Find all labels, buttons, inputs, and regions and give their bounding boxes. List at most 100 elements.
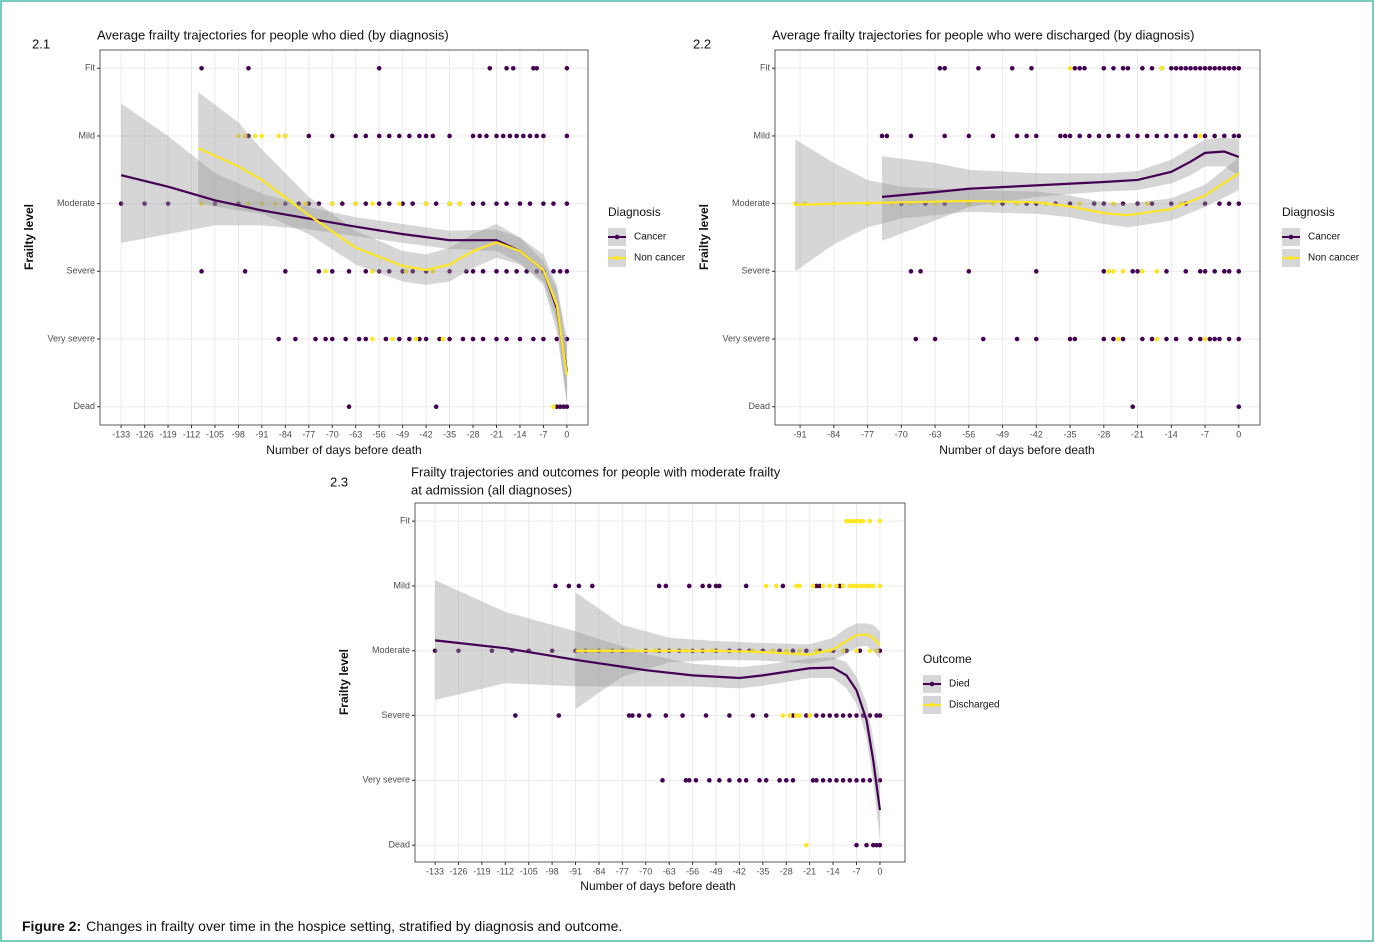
y-tick-label: Very severe xyxy=(722,333,770,343)
caption-text: Changes in frailty over time in the hosp… xyxy=(86,918,622,934)
point xyxy=(407,336,412,342)
legend-dot xyxy=(614,255,620,261)
x-tick-label: -7 xyxy=(539,429,547,439)
point xyxy=(874,842,879,848)
y-tick-label: Severe xyxy=(66,266,95,276)
plot-border xyxy=(99,49,589,426)
point xyxy=(1178,65,1184,71)
point xyxy=(1106,269,1111,274)
x-tick-label: -133 xyxy=(426,866,444,876)
point xyxy=(1082,65,1087,71)
point xyxy=(566,583,572,589)
point xyxy=(703,713,709,718)
x-tick-label: -14 xyxy=(827,866,840,876)
point xyxy=(750,713,756,718)
point xyxy=(551,404,556,410)
point xyxy=(527,133,533,139)
point xyxy=(504,269,509,274)
point xyxy=(306,133,312,139)
point xyxy=(316,269,322,274)
x-tick-label: -63 xyxy=(663,866,676,876)
point xyxy=(1193,133,1198,139)
x-tick-label: -35 xyxy=(756,866,769,876)
point xyxy=(521,133,526,139)
point xyxy=(1024,133,1029,139)
x-tick-label: -133 xyxy=(112,429,130,439)
point xyxy=(663,583,669,589)
point xyxy=(470,336,476,342)
legend-label: Cancer xyxy=(1308,232,1341,243)
point xyxy=(1140,269,1145,274)
point xyxy=(447,133,452,139)
chart-title: Frailty trajectories and outcomes for pe… xyxy=(411,464,781,479)
x-tick-label: -28 xyxy=(1097,429,1110,439)
x-tick-label: -42 xyxy=(420,429,433,439)
y-axis-label: Frailty level xyxy=(337,649,351,715)
point xyxy=(908,269,914,274)
x-tick-label: -28 xyxy=(467,429,480,439)
point xyxy=(1217,336,1222,342)
point xyxy=(1130,404,1136,410)
x-tick-label: -119 xyxy=(159,429,176,439)
confidence-band xyxy=(882,137,1239,241)
x-axis-label: Number of days before death xyxy=(939,443,1094,457)
point xyxy=(576,583,582,589)
point xyxy=(410,201,416,206)
point xyxy=(847,778,853,783)
point xyxy=(793,583,799,589)
point xyxy=(1077,133,1082,139)
point xyxy=(363,336,369,342)
point xyxy=(564,201,570,206)
point xyxy=(440,336,446,342)
point xyxy=(370,269,375,274)
point xyxy=(484,133,489,139)
point xyxy=(976,65,981,71)
chart-title: Average frailty trajectories for people … xyxy=(772,27,1194,42)
point xyxy=(323,269,328,274)
point xyxy=(966,133,972,139)
point xyxy=(1029,65,1034,71)
point xyxy=(854,842,859,848)
point xyxy=(561,404,566,410)
point xyxy=(363,201,369,206)
point xyxy=(470,269,476,274)
legend-label: Non cancer xyxy=(1308,253,1360,264)
x-tick-label: -126 xyxy=(449,866,467,876)
y-tick-label: Severe xyxy=(741,266,770,276)
point xyxy=(1226,269,1232,274)
point xyxy=(437,336,442,342)
point xyxy=(1197,133,1203,139)
legend-title: Diagnosis xyxy=(608,205,661,219)
point xyxy=(1135,269,1140,274)
caption: Figure 2: Changes in frailty over time in… xyxy=(22,918,622,934)
y-tick-label: Severe xyxy=(381,710,410,720)
point xyxy=(877,583,883,589)
point xyxy=(1212,336,1217,342)
point xyxy=(517,201,523,206)
x-tick-label: -14 xyxy=(513,429,526,439)
point xyxy=(400,201,405,206)
point xyxy=(834,583,839,589)
point xyxy=(470,133,476,139)
x-tick-label: -77 xyxy=(616,866,629,876)
legend-dot xyxy=(1288,234,1294,240)
point xyxy=(423,133,429,139)
point xyxy=(236,133,241,139)
x-tick-label: -91 xyxy=(794,429,807,439)
x-tick-label: -70 xyxy=(895,429,908,439)
y-tick-label: Mild xyxy=(78,130,95,140)
point xyxy=(1149,336,1155,342)
point xyxy=(1159,65,1164,71)
point xyxy=(990,133,996,139)
point xyxy=(797,713,802,718)
point xyxy=(686,583,692,589)
point xyxy=(1077,65,1082,71)
point xyxy=(504,65,509,71)
plot-border xyxy=(414,502,906,863)
point xyxy=(303,201,308,206)
x-tick-label: -7 xyxy=(1201,429,1209,439)
point xyxy=(1120,65,1126,71)
point xyxy=(1120,336,1126,342)
point xyxy=(1226,336,1232,342)
